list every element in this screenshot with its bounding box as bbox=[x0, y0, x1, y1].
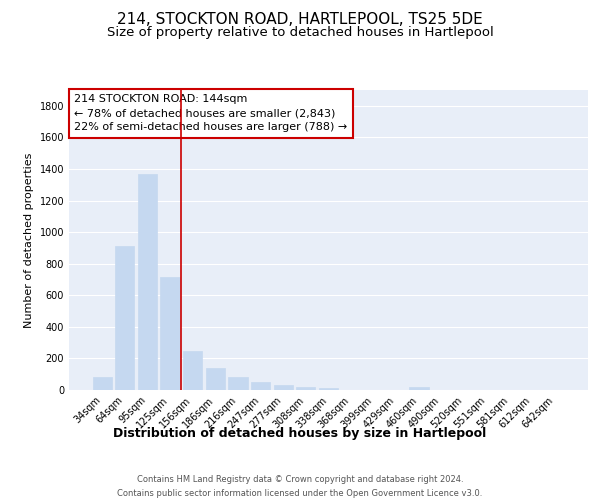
Y-axis label: Number of detached properties: Number of detached properties bbox=[24, 152, 34, 328]
Bar bbox=[274, 386, 293, 390]
Bar bbox=[92, 378, 112, 390]
Bar bbox=[251, 382, 270, 390]
Text: 214 STOCKTON ROAD: 144sqm
← 78% of detached houses are smaller (2,843)
22% of se: 214 STOCKTON ROAD: 144sqm ← 78% of detac… bbox=[74, 94, 347, 132]
Text: Distribution of detached houses by size in Hartlepool: Distribution of detached houses by size … bbox=[113, 428, 487, 440]
Bar bbox=[206, 368, 225, 390]
Text: 214, STOCKTON ROAD, HARTLEPOOL, TS25 5DE: 214, STOCKTON ROAD, HARTLEPOOL, TS25 5DE bbox=[117, 12, 483, 28]
Text: Contains HM Land Registry data © Crown copyright and database right 2024.
Contai: Contains HM Land Registry data © Crown c… bbox=[118, 476, 482, 498]
Bar bbox=[183, 351, 202, 390]
Text: Size of property relative to detached houses in Hartlepool: Size of property relative to detached ho… bbox=[107, 26, 493, 39]
Bar bbox=[319, 388, 338, 390]
Bar bbox=[160, 277, 180, 390]
Bar bbox=[229, 376, 248, 390]
Bar bbox=[138, 174, 157, 390]
Bar bbox=[115, 246, 134, 390]
Bar bbox=[409, 387, 428, 390]
Bar bbox=[296, 387, 316, 390]
